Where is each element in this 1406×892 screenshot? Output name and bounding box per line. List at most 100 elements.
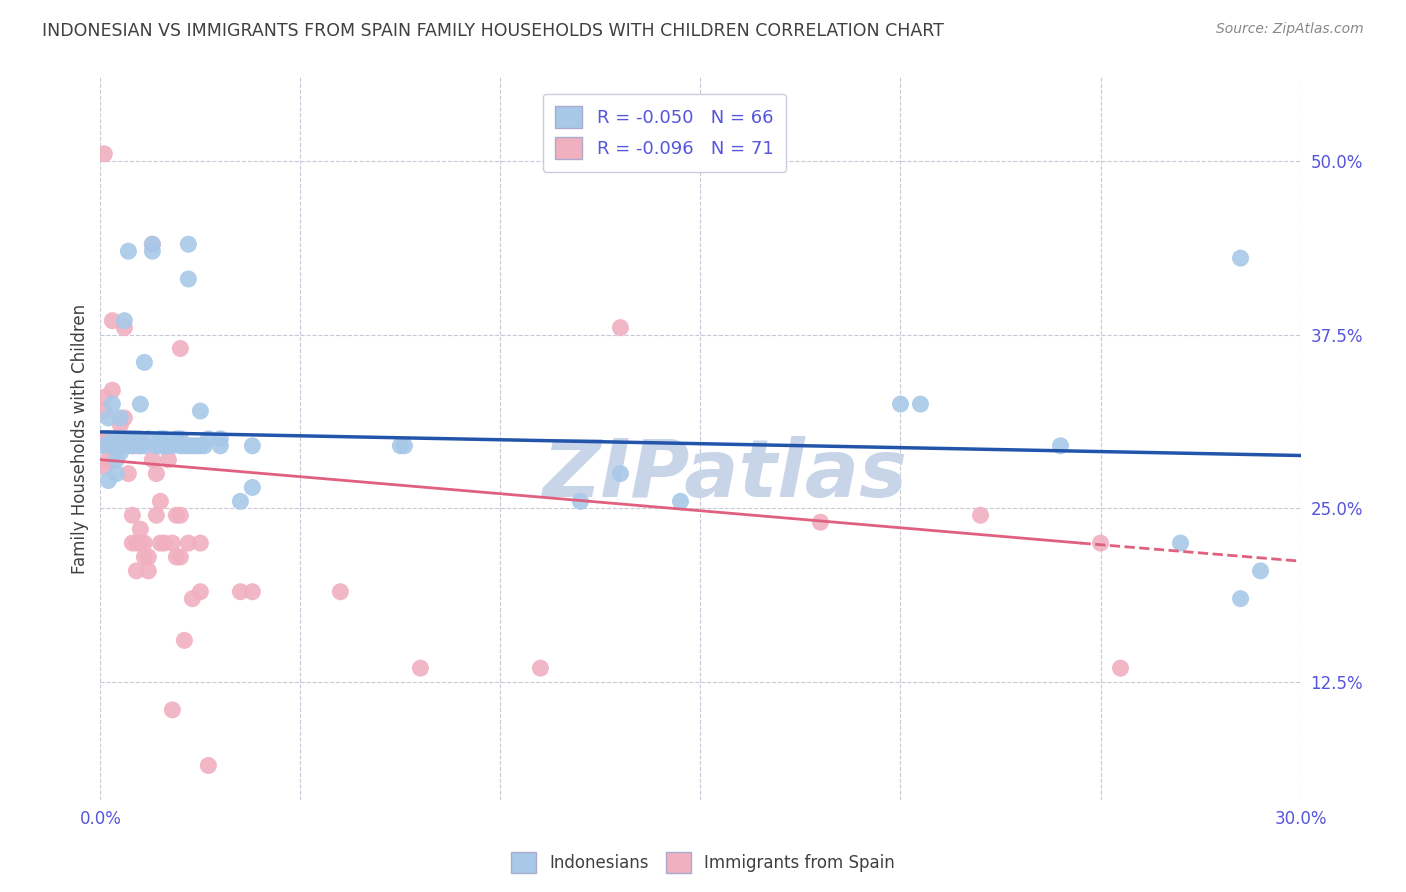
Point <box>110 446 132 460</box>
Point <box>177 237 200 252</box>
Point <box>162 439 184 453</box>
Legend: Indonesians, Immigrants from Spain: Indonesians, Immigrants from Spain <box>505 846 901 880</box>
Point <box>141 237 163 252</box>
Point <box>97 439 120 453</box>
Point <box>145 467 167 481</box>
Point <box>101 439 124 453</box>
Point <box>149 536 172 550</box>
Point <box>209 432 232 446</box>
Point <box>93 439 115 453</box>
Point <box>173 439 195 453</box>
Point <box>110 432 132 446</box>
Point <box>149 439 172 453</box>
Point <box>1049 439 1071 453</box>
Point <box>149 494 172 508</box>
Legend: R = -0.050   N = 66, R = -0.096   N = 71: R = -0.050 N = 66, R = -0.096 N = 71 <box>543 94 786 172</box>
Point <box>810 515 832 529</box>
Point <box>134 536 156 550</box>
Point <box>177 536 200 550</box>
Point <box>165 508 187 523</box>
Point <box>157 452 180 467</box>
Point <box>97 411 120 425</box>
Point <box>117 244 139 259</box>
Point <box>329 584 352 599</box>
Point <box>229 584 252 599</box>
Point <box>93 459 115 474</box>
Point <box>169 508 191 523</box>
Point <box>1229 591 1251 606</box>
Point <box>409 661 432 675</box>
Point <box>1250 564 1272 578</box>
Point <box>669 494 692 508</box>
Point <box>134 549 156 564</box>
Point <box>101 439 124 453</box>
Point <box>177 272 200 286</box>
Point <box>97 439 120 453</box>
Point <box>389 439 412 453</box>
Point <box>165 432 187 446</box>
Point <box>93 147 115 161</box>
Point <box>394 439 416 453</box>
Point <box>229 494 252 508</box>
Point <box>138 564 160 578</box>
Point <box>105 467 128 481</box>
Point <box>93 439 115 453</box>
Point <box>169 549 191 564</box>
Point <box>110 417 132 432</box>
Point <box>157 439 180 453</box>
Point <box>105 452 128 467</box>
Point <box>609 320 631 334</box>
Point <box>193 439 215 453</box>
Text: ZIPatlas: ZIPatlas <box>541 436 907 514</box>
Point <box>162 536 184 550</box>
Point <box>181 439 204 453</box>
Point <box>129 439 152 453</box>
Point <box>93 439 115 453</box>
Point <box>165 549 187 564</box>
Point <box>121 439 143 453</box>
Point <box>153 432 176 446</box>
Point <box>93 404 115 418</box>
Point <box>121 536 143 550</box>
Point <box>190 404 212 418</box>
Point <box>145 439 167 453</box>
Point <box>186 439 208 453</box>
Point <box>105 432 128 446</box>
Point <box>153 439 176 453</box>
Point <box>209 439 232 453</box>
Point <box>134 355 156 369</box>
Point <box>190 439 212 453</box>
Point <box>121 508 143 523</box>
Point <box>110 411 132 425</box>
Point <box>145 508 167 523</box>
Point <box>93 390 115 404</box>
Point <box>117 467 139 481</box>
Point <box>569 494 592 508</box>
Point <box>197 432 219 446</box>
Point <box>138 549 160 564</box>
Point <box>97 474 120 488</box>
Point <box>134 439 156 453</box>
Point <box>141 244 163 259</box>
Point <box>177 439 200 453</box>
Point <box>1170 536 1192 550</box>
Point <box>153 439 176 453</box>
Point <box>125 536 148 550</box>
Point <box>240 584 263 599</box>
Point <box>1090 536 1112 550</box>
Point <box>173 633 195 648</box>
Point <box>125 564 148 578</box>
Point <box>117 439 139 453</box>
Point <box>121 432 143 446</box>
Point <box>125 432 148 446</box>
Point <box>93 432 115 446</box>
Point <box>129 397 152 411</box>
Point <box>141 452 163 467</box>
Text: INDONESIAN VS IMMIGRANTS FROM SPAIN FAMILY HOUSEHOLDS WITH CHILDREN CORRELATION : INDONESIAN VS IMMIGRANTS FROM SPAIN FAMI… <box>42 22 943 40</box>
Point <box>240 439 263 453</box>
Point <box>190 536 212 550</box>
Point <box>190 584 212 599</box>
Point <box>910 397 932 411</box>
Point <box>1109 661 1132 675</box>
Point <box>93 439 115 453</box>
